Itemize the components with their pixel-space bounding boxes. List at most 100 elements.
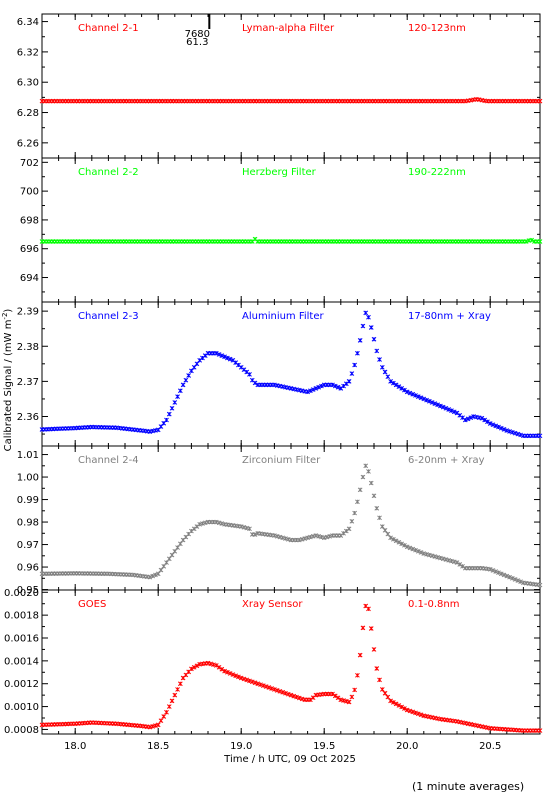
data-point <box>393 382 399 388</box>
panel-frame <box>41 157 541 303</box>
y-tick-label: 6.28 <box>17 108 39 119</box>
data-point <box>407 390 413 396</box>
data-point <box>363 310 369 316</box>
data-point <box>465 416 471 422</box>
channel-label: Channel 2-3 <box>78 311 139 322</box>
x-axis: 18.0 18.5 19.0 19.5 20.0 20.5 <box>64 741 501 752</box>
data-point <box>247 678 252 684</box>
data-point <box>175 545 180 550</box>
data-point <box>349 694 355 700</box>
event-marker-bottom: 61.3 <box>186 37 208 48</box>
data-point <box>393 538 399 544</box>
data-point <box>515 431 521 437</box>
data-point <box>388 535 393 541</box>
data-point <box>509 429 515 435</box>
band-label: 17-80nm + Xray <box>408 311 491 322</box>
data-point <box>155 722 161 728</box>
data-point <box>308 697 313 703</box>
data-point <box>432 401 438 406</box>
data-point <box>396 703 402 708</box>
series-markers <box>39 463 543 588</box>
data-point <box>402 706 407 711</box>
data-point <box>507 429 512 434</box>
y-axis-label-text: Calibrated Signal / (mW m <box>3 320 14 452</box>
data-point <box>391 536 396 542</box>
data-point <box>366 469 371 474</box>
data-point <box>418 712 424 718</box>
data-point <box>169 698 175 704</box>
data-point <box>443 405 449 411</box>
series-markers <box>39 603 543 733</box>
data-point <box>263 684 269 689</box>
data-point <box>368 480 374 486</box>
data-point <box>349 518 355 524</box>
data-point <box>335 384 341 390</box>
data-point <box>368 626 374 631</box>
data-point <box>355 672 360 678</box>
data-point <box>460 563 465 569</box>
data-point <box>194 361 200 367</box>
data-point <box>285 691 291 697</box>
data-point <box>374 505 380 511</box>
data-point <box>388 698 393 704</box>
y-tick-label: 0.97 <box>17 540 39 551</box>
data-point <box>446 407 452 412</box>
data-point <box>147 574 153 580</box>
data-point <box>166 556 172 562</box>
data-point <box>482 417 488 423</box>
data-point <box>288 692 294 698</box>
data-point <box>407 545 413 551</box>
data-point <box>393 701 399 707</box>
data-point <box>385 694 391 700</box>
data-point <box>396 384 402 389</box>
data-point <box>233 673 239 679</box>
data-point <box>377 677 382 683</box>
data-point <box>216 352 222 357</box>
data-point <box>415 394 421 399</box>
data-point <box>222 668 227 674</box>
data-point <box>462 417 468 423</box>
data-point <box>227 356 233 362</box>
data-point <box>177 681 183 687</box>
data-point <box>291 693 297 699</box>
y-tick-label: 0.98 <box>17 518 39 529</box>
data-point <box>238 675 244 681</box>
data-point <box>332 383 338 389</box>
data-point <box>451 409 457 415</box>
data-point <box>399 704 405 710</box>
y-tick-label: 2.37 <box>17 377 39 388</box>
data-point <box>277 688 283 694</box>
data-point <box>153 572 158 578</box>
data-point <box>493 423 499 429</box>
data-point <box>158 567 164 573</box>
averaging-note: (1 minute averages) <box>412 780 525 793</box>
data-point <box>283 690 288 696</box>
data-point <box>374 348 380 354</box>
data-point <box>169 405 175 411</box>
data-point <box>189 368 194 374</box>
y-tick-label: 0.0020 <box>4 588 39 599</box>
data-point <box>260 683 266 688</box>
panel-frame <box>41 13 541 159</box>
data-point <box>404 544 410 550</box>
y-tick-label: 696 <box>20 244 39 255</box>
band-label: 120-123nm <box>408 23 466 34</box>
y-axis-label-superscript: -2 <box>1 313 9 320</box>
y-axis-label: Calibrated Signal / (mW m-2) <box>1 309 14 452</box>
data-point <box>382 527 388 533</box>
x-tick-label: 20.0 <box>396 741 418 752</box>
data-point <box>357 487 363 493</box>
y-tick-label: 702 <box>20 158 39 169</box>
data-point <box>164 560 169 565</box>
data-point <box>487 421 493 426</box>
data-point <box>310 387 316 392</box>
y-tick-label: 2.39 <box>17 307 39 318</box>
data-point <box>490 422 496 428</box>
data-point <box>413 393 418 398</box>
filter-label: Zirconium Filter <box>242 455 321 466</box>
data-point <box>504 428 510 433</box>
filter-label: Lyman-alpha Filter <box>242 23 335 34</box>
y-tick-label: 0.96 <box>17 563 39 574</box>
data-point <box>410 546 416 552</box>
channel-label: GOES <box>78 599 106 610</box>
